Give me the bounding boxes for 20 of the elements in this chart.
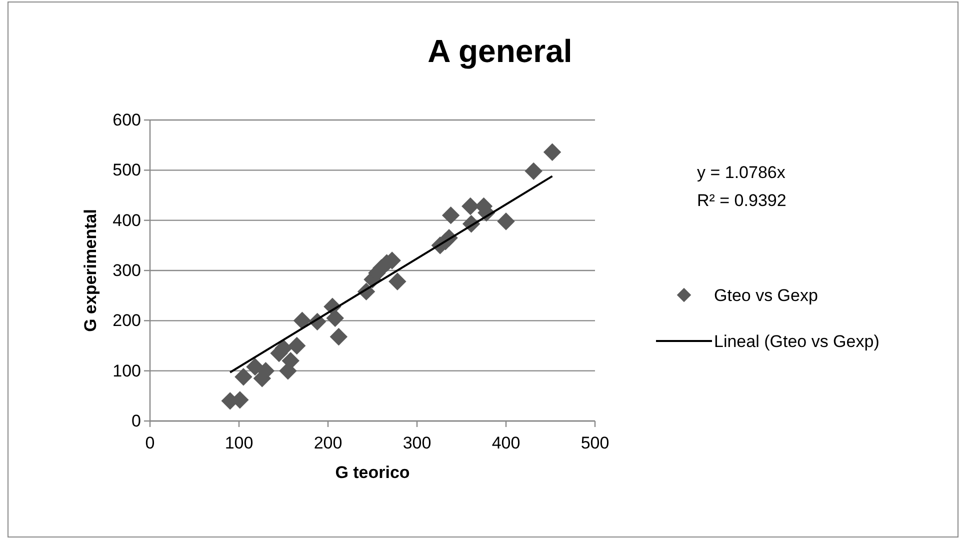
x-axis-title: G teorico [335,463,410,482]
chart-title: A general [428,33,572,69]
x-tick-label: 0 [145,434,155,453]
y-tick-label: 400 [112,210,141,230]
x-tick-label: 200 [314,434,342,453]
x-tick-label: 300 [402,434,432,453]
text: y = 1.0786x [697,163,786,182]
y-tick-label: 200 [112,311,141,330]
y-axis-title: G experimental [81,209,100,332]
legend-label: Gteo vs Gexp [714,286,818,305]
y-tick-label: 500 [112,160,141,180]
y-tick-label: 600 [112,110,141,130]
x-tick-label: 400 [492,434,520,453]
x-tick-label: 100 [224,434,254,453]
y-tick-label: 0 [132,411,141,430]
y-tick-label: 100 [112,361,141,380]
text: R² = 0.9392 [697,191,786,210]
y-tick-label: 300 [112,260,141,280]
legend-label: Lineal (Gteo vs Gexp) [714,332,880,351]
x-tick-label: 500 [580,434,610,453]
